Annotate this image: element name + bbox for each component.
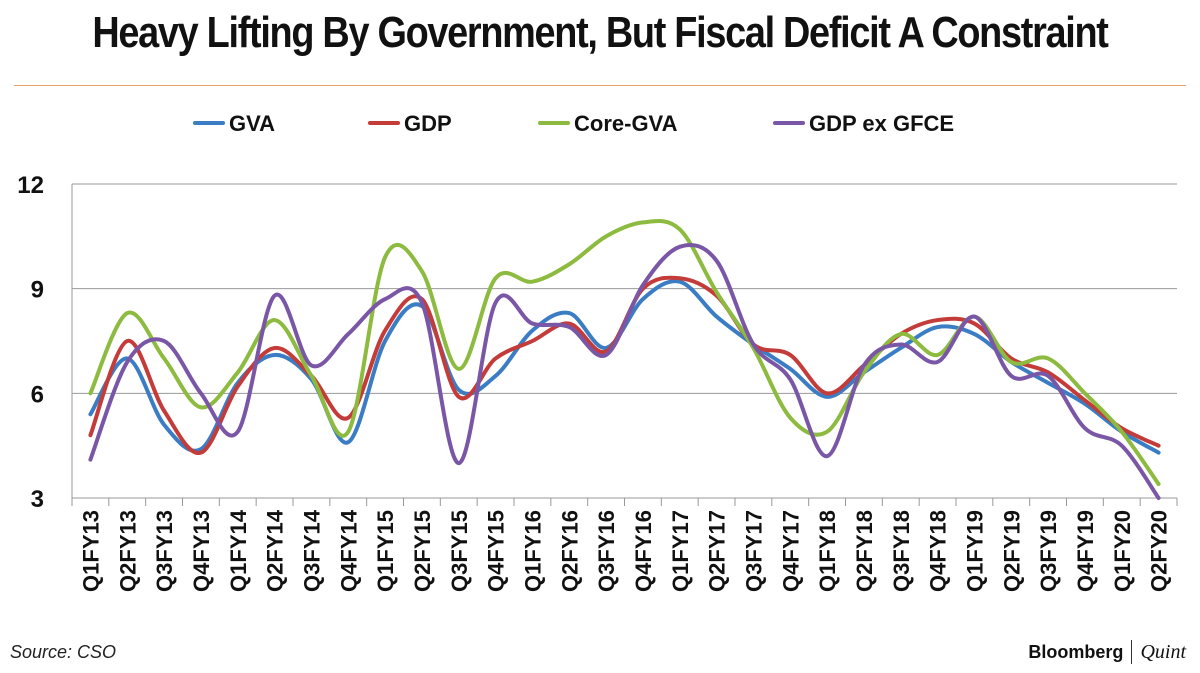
x-tick-label: Q3FY19 (1036, 510, 1061, 592)
x-tick-label: Q2FY15 (410, 510, 435, 592)
x-tick-label: Q1FY14 (226, 509, 251, 592)
y-tick-label: 9 (31, 277, 44, 304)
logo-bloomberg: Bloomberg (1028, 641, 1124, 662)
logo-separator (1131, 640, 1133, 664)
x-tick-label: Q1FY20 (1110, 510, 1135, 592)
x-tick-label: Q3FY13 (152, 510, 177, 592)
x-tick-label: Q3FY16 (594, 510, 619, 592)
x-tick-label: Q1FY13 (78, 510, 103, 592)
x-tick-label: Q4FY16 (631, 510, 656, 592)
y-tick-label: 6 (31, 381, 44, 408)
x-tick-label: Q4FY19 (1073, 510, 1098, 592)
series-line-gdp (88, 275, 1161, 455)
x-tick-label: Q3FY14 (299, 509, 324, 592)
legend-label: GVA (229, 111, 275, 136)
legend-label: Core-GVA (574, 111, 678, 136)
x-tick-label: Q1FY18 (815, 510, 840, 592)
legend-label: GDP (404, 111, 452, 136)
logo: Bloomberg Quint (1028, 640, 1186, 664)
x-tick-label: Q1FY19 (962, 510, 987, 592)
x-tick-label: Q2FY18 (852, 510, 877, 592)
logo-quint: Quint (1140, 640, 1186, 663)
chart-title: Heavy Lifting By Government, But Fiscal … (92, 8, 1109, 57)
x-tick-label: Q3FY18 (889, 510, 914, 592)
x-tick-label: Q2FY13 (115, 510, 140, 592)
x-tick-label: Q3FY17 (741, 510, 766, 592)
x-tick-label: Q3FY15 (447, 510, 472, 592)
x-tick-label: Q2FY20 (1147, 510, 1172, 592)
source-note: Source: CSO (10, 642, 117, 662)
x-tick-label: Q2FY14 (263, 509, 288, 592)
y-tick-label: 3 (31, 486, 44, 513)
x-tick-label: Q4FY17 (778, 510, 803, 592)
x-tick-label: Q4FY14 (336, 509, 361, 592)
x-tick-label: Q4FY15 (484, 510, 509, 592)
x-tick-label: Q2FY16 (557, 510, 582, 592)
title-divider (14, 85, 1186, 86)
series-line-gva (88, 279, 1161, 455)
legend-label: GDP ex GFCE (809, 111, 954, 136)
x-tick-label: Q1FY15 (373, 510, 398, 592)
x-tick-label: Q4FY13 (189, 510, 214, 592)
x-tick-label: Q2FY19 (999, 510, 1024, 592)
x-tick-label: Q1FY16 (520, 510, 545, 592)
x-tick-label: Q2FY17 (705, 510, 730, 592)
y-tick-label: 12 (17, 172, 44, 199)
x-tick-label: Q4FY18 (926, 510, 951, 592)
x-tick-label: Q1FY17 (668, 510, 693, 592)
series-line-gdp-ex-gfce (88, 242, 1161, 500)
